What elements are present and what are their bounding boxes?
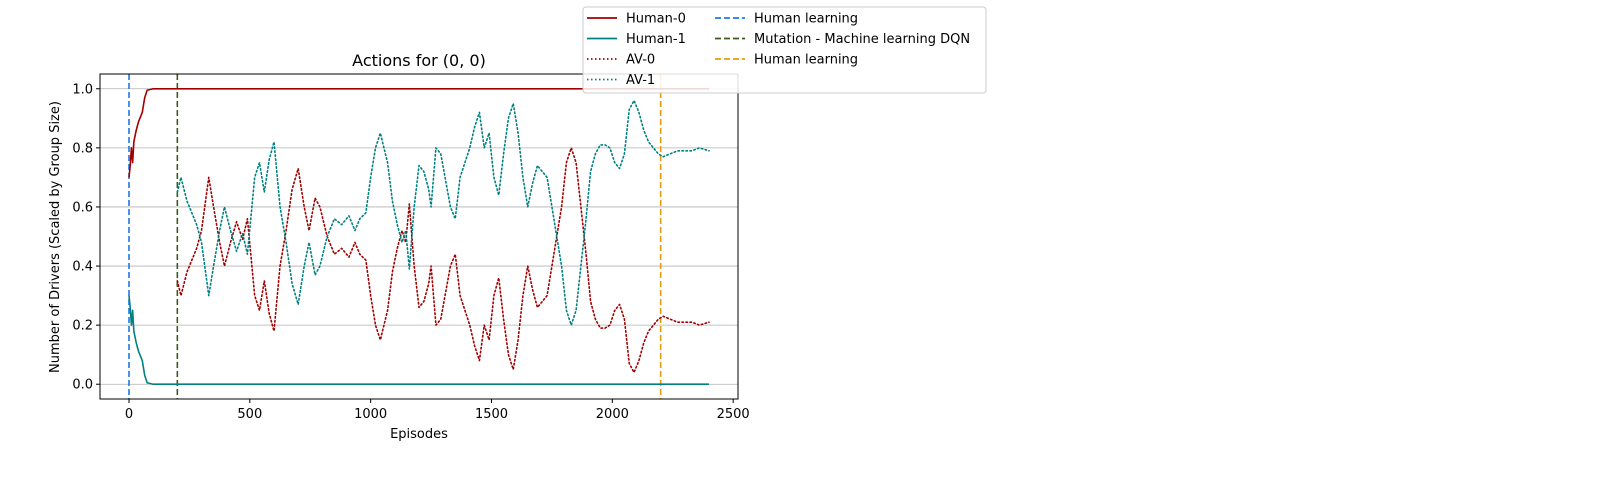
chart-title: Actions for (0, 0): [352, 51, 486, 70]
x-tick-label: 0: [125, 407, 133, 422]
legend-label: Human learning: [754, 12, 858, 27]
y-tick-label: 0.2: [72, 319, 93, 334]
legend-label: AV-0: [626, 53, 655, 68]
x-axis-ticks: 0 500 1000 1500 2000 2500: [125, 399, 750, 422]
y-axis-ticks: 0.0 0.2 0.4 0.6 0.8 1.0: [72, 82, 100, 393]
legend-label: Human-1: [626, 32, 686, 47]
y-tick-label: 0.8: [72, 141, 93, 156]
y-tick-label: 0.4: [72, 260, 93, 275]
legend-label: AV-1: [626, 73, 655, 88]
y-tick-label: 0.0: [72, 378, 93, 393]
x-tick-label: 2000: [596, 407, 629, 422]
plot-frame: [99, 73, 739, 400]
legend: Human-0 Human-1 AV-0 AV-1 Human learning Muta…: [582, 6, 987, 94]
series-human-1: [128, 295, 709, 386]
grid-lines: [100, 88, 738, 385]
legend-label: Mutation - Machine learning DQN: [754, 32, 970, 47]
series-av-1: [176, 99, 710, 326]
data-series: [128, 87, 710, 386]
vertical-marker-lines: [128, 74, 662, 399]
y-tick-label: 1.0: [72, 82, 93, 97]
series-human-0: [128, 87, 709, 178]
x-tick-label: 1500: [475, 407, 508, 422]
legend-label: Human-0: [626, 12, 686, 27]
y-tick-label: 0.6: [72, 200, 93, 215]
y-axis-label: Number of Drivers (Scaled by Group Size): [48, 101, 63, 373]
x-axis-label: Episodes: [390, 427, 448, 442]
legend-label: Human learning: [754, 53, 858, 68]
legend-box: [582, 6, 987, 94]
series-av-0: [176, 147, 710, 374]
x-tick-label: 500: [237, 407, 262, 422]
x-tick-label: 1000: [354, 407, 387, 422]
x-tick-label: 2500: [717, 407, 750, 422]
